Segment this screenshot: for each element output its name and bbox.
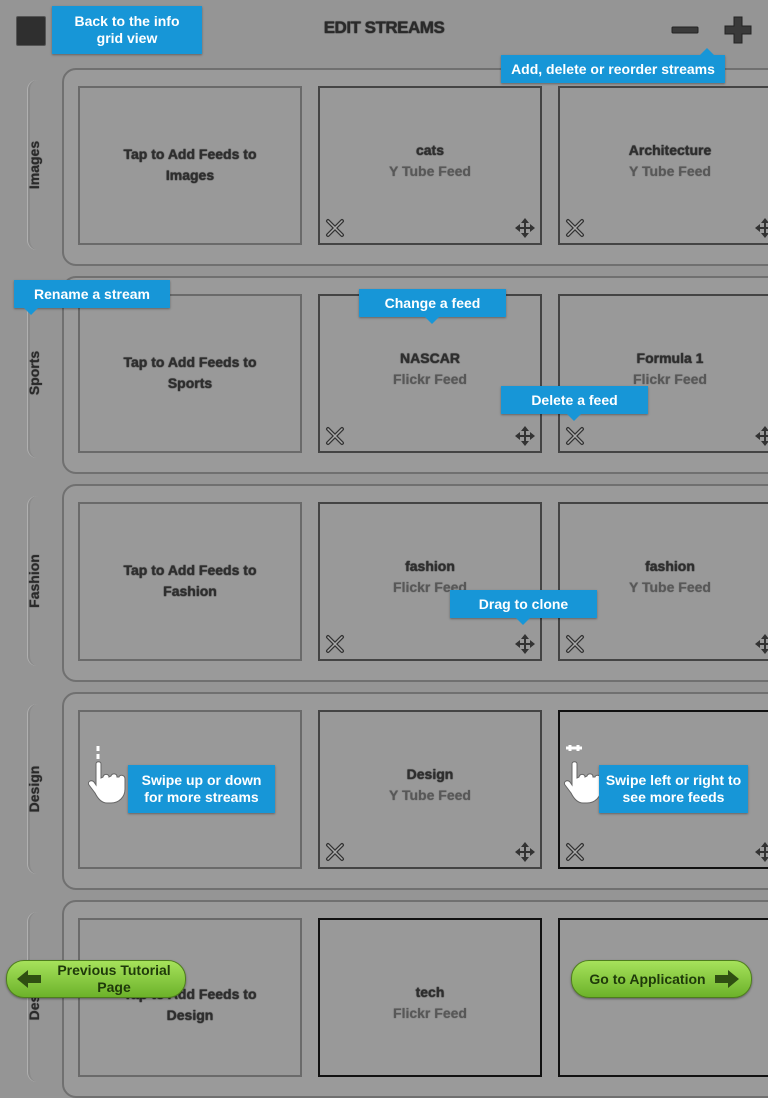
arrow-left-icon xyxy=(15,968,43,990)
delete-feed-icon[interactable] xyxy=(324,633,346,655)
callout-back: Back to the info grid view xyxy=(52,6,202,54)
move-clone-icon[interactable] xyxy=(754,425,768,447)
page-title: EDIT STREAMS xyxy=(323,18,445,37)
top-bar: EDIT STREAMS xyxy=(0,0,768,60)
add-feed-tile[interactable]: Tap to Add Feeds to Images xyxy=(78,86,302,245)
move-clone-icon[interactable] xyxy=(514,217,536,239)
callout-swipe-horizontal: Swipe left or right to see more feeds xyxy=(599,765,748,813)
feed-type: Flickr Feed xyxy=(393,1005,467,1021)
grid-view-icon[interactable] xyxy=(16,16,46,46)
feed-tile[interactable]: Design Y Tube Feed xyxy=(318,710,542,869)
go-to-application-label: Go to Application xyxy=(589,971,706,987)
add-feed-tile[interactable]: Tap to Add Feeds to Fashion xyxy=(78,502,302,661)
delete-feed-icon[interactable] xyxy=(564,633,586,655)
feed-type: Flickr Feed xyxy=(393,371,467,387)
delete-feed-icon[interactable] xyxy=(324,425,346,447)
stream-label-design[interactable]: Design xyxy=(14,704,54,874)
callout-swipe-vertical: Swipe up or down for more streams xyxy=(128,765,275,813)
callout-delete-feed: Delete a feed xyxy=(501,386,648,421)
add-feed-tile[interactable]: Tap to Add Feeds to Sports xyxy=(78,294,302,453)
stream-row: Tap to Add Feeds to Sports NASCAR Flickr… xyxy=(62,276,768,474)
stream-row: Tap to Add Feeds to Design tech Flickr F… xyxy=(62,900,768,1098)
stream-row: Tap to Add Feeds to Images cats Y Tube F… xyxy=(62,68,768,266)
feed-type: Flickr Feed xyxy=(393,579,467,595)
plus-icon[interactable] xyxy=(722,14,754,46)
feed-tile[interactable]: cats Y Tube Feed xyxy=(318,86,542,245)
move-clone-icon[interactable] xyxy=(514,841,536,863)
feed-title: Architecture xyxy=(628,142,712,158)
feed-title: Design xyxy=(406,766,454,782)
feed-tile[interactable]: Architecture Y Tube Feed xyxy=(558,86,768,245)
move-clone-icon[interactable] xyxy=(514,633,536,655)
swipe-horizontal-hand-icon xyxy=(562,744,612,804)
delete-feed-icon[interactable] xyxy=(564,425,586,447)
feed-title: fashion xyxy=(405,558,455,574)
stream-label-sports[interactable]: Sports xyxy=(14,288,54,458)
move-clone-icon[interactable] xyxy=(754,217,768,239)
add-feed-text: Tap to Add Feeds to Fashion xyxy=(123,562,257,599)
feed-type: Y Tube Feed xyxy=(629,163,711,179)
move-clone-icon[interactable] xyxy=(754,633,768,655)
feed-title: cats xyxy=(415,142,445,158)
callout-rename: Rename a stream xyxy=(14,280,170,315)
feed-type: Flickr Feed xyxy=(633,371,707,387)
feed-title: tech xyxy=(415,984,445,1000)
feed-type: Y Tube Feed xyxy=(629,579,711,595)
move-clone-icon[interactable] xyxy=(514,425,536,447)
delete-feed-icon[interactable] xyxy=(324,841,346,863)
add-feed-text: Tap to Add Feeds to Sports xyxy=(123,354,257,391)
stream-name: Design xyxy=(26,765,42,813)
go-to-application-button[interactable]: Go to Application xyxy=(571,960,752,998)
move-clone-icon[interactable] xyxy=(754,841,768,863)
stream-label-images[interactable]: Images xyxy=(14,80,54,250)
stream-name: Images xyxy=(26,140,42,190)
feed-title: NASCAR xyxy=(400,350,460,366)
arrow-right-icon xyxy=(713,968,741,990)
feed-tile[interactable]: tech Flickr Feed xyxy=(318,918,542,1077)
previous-tutorial-button[interactable]: Previous Tutorial Page xyxy=(6,960,186,998)
delete-feed-icon[interactable] xyxy=(564,841,586,863)
callout-add-delete: Add, delete or reorder streams xyxy=(501,48,725,83)
callout-change-feed: Change a feed xyxy=(359,289,506,324)
add-feed-text: Tap to Add Feeds to Images xyxy=(123,146,257,183)
minus-icon[interactable] xyxy=(669,14,701,46)
stream-name: Fashion xyxy=(26,554,42,608)
previous-tutorial-label: Previous Tutorial Page xyxy=(57,962,171,995)
stream-row: Tap to Add Feeds to Fashion fashion Flic… xyxy=(62,484,768,682)
stream-name: Sports xyxy=(26,350,42,396)
feed-tile[interactable]: fashion Y Tube Feed xyxy=(558,502,768,661)
feed-title: fashion xyxy=(645,558,695,574)
feed-type: Y Tube Feed xyxy=(389,787,471,803)
callout-drag-clone: Drag to clone xyxy=(450,590,597,625)
feed-tile[interactable]: fashion Flickr Feed xyxy=(318,502,542,661)
swipe-vertical-hand-icon xyxy=(86,744,136,804)
delete-feed-icon[interactable] xyxy=(324,217,346,239)
delete-feed-icon[interactable] xyxy=(564,217,586,239)
feed-type: Y Tube Feed xyxy=(389,163,471,179)
feed-title: Formula 1 xyxy=(636,350,704,366)
stream-label-fashion[interactable]: Fashion xyxy=(14,496,54,666)
feed-tile[interactable]: Formula 1 Flickr Feed xyxy=(558,294,768,453)
